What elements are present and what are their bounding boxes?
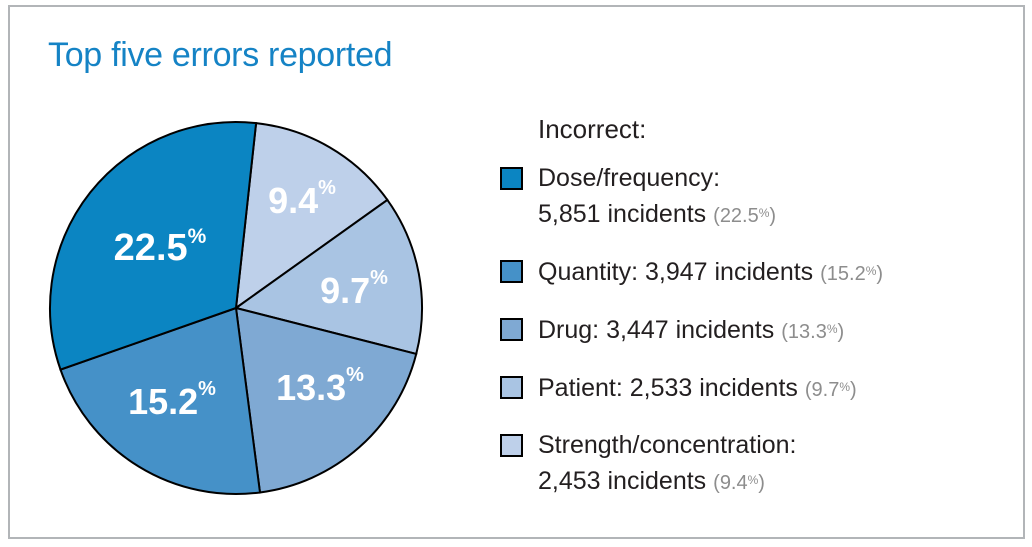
legend-item-quantity: Quantity: 3,947 incidents (15.2%) xyxy=(500,254,1005,292)
pie-slice-quantity xyxy=(59,306,262,495)
legend-swatch-patient xyxy=(500,376,523,399)
legend-item-patient: Patient: 2,533 incidents (9.7%) xyxy=(500,370,1005,408)
legend-item-strength-concentration: Strength/concentration: 2,453 incidents … xyxy=(500,428,1005,501)
slice-label-dose-frequency: 22.5% xyxy=(114,225,207,270)
legend-label: Quantity: 3,947 incidents (15.2%) xyxy=(538,258,884,286)
legend-pct: (9.4%) xyxy=(713,472,765,494)
slice-label-patient: 9.7% xyxy=(320,267,388,311)
figure-border xyxy=(8,5,1025,539)
legend-item-drug: Drug: 3,447 incidents (13.3%) xyxy=(500,312,1005,350)
legend-label: Drug: 3,447 incidents (13.3%) xyxy=(538,316,845,344)
slice-label-strength-concentration: 9.4% xyxy=(268,177,336,221)
legend-heading: Incorrect: xyxy=(538,114,647,144)
pie-slice-dose-frequency xyxy=(49,121,258,371)
legend-label: Dose/frequency: 5,851 incidents (22.5%) xyxy=(538,164,777,228)
legend-item-dose-frequency: Dose/frequency: 5,851 incidents (22.5%) xyxy=(500,161,1005,234)
slice-label-drug: 13.3% xyxy=(276,364,364,408)
pie-chart: 9.4% 9.7% 13.3% 15.2% 22.5% xyxy=(49,121,423,495)
chart-title: Top five errors reported xyxy=(48,36,393,74)
legend-label: Patient: 2,533 incidents (9.7%) xyxy=(538,374,857,402)
legend-swatch-dose-frequency xyxy=(500,167,523,190)
pie-slice-patient xyxy=(233,198,423,356)
legend-swatch-quantity xyxy=(500,260,523,283)
legend-pct: (13.3%) xyxy=(781,321,845,343)
slice-label-quantity: 15.2% xyxy=(128,378,216,422)
legend-pct: (22.5%) xyxy=(713,205,777,227)
legend-pct: (15.2%) xyxy=(820,263,884,285)
legend-label: Strength/concentration: 2,453 incidents … xyxy=(538,431,797,495)
legend-pct: (9.7%) xyxy=(804,379,857,401)
legend: Incorrect: Dose/frequency: 5,851 inciden… xyxy=(500,114,1005,521)
legend-items: Dose/frequency: 5,851 incidents (22.5%) Q… xyxy=(500,161,1005,501)
legend-swatch-drug xyxy=(500,318,523,341)
legend-swatch-strength-concentration xyxy=(500,434,523,457)
pie-slice-drug xyxy=(234,306,418,494)
pie-slice-strength-concentration xyxy=(234,121,389,311)
